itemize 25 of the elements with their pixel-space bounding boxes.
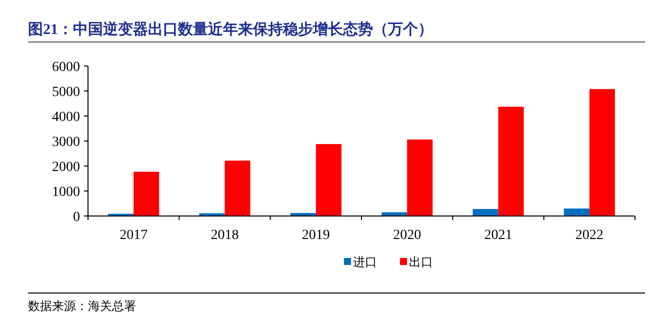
source-note: 数据来源：海关总署	[28, 299, 136, 313]
bar	[134, 172, 160, 216]
chart-title: 图21：中国逆变器出口数量近年来保持稳步增长态势（万个）	[28, 20, 433, 38]
y-tick-label: 1000	[52, 185, 80, 200]
y-tick-label: 3000	[52, 135, 80, 150]
bar	[498, 106, 524, 216]
y-tick-label: 0	[73, 210, 80, 225]
x-tick-label: 2021	[484, 228, 512, 243]
y-tick-label: 5000	[52, 85, 80, 100]
x-tick-label: 2020	[393, 228, 422, 243]
legend-label: 进口	[353, 255, 377, 269]
x-tick-label: 2018	[210, 228, 239, 243]
y-tick-label: 4000	[52, 110, 80, 125]
x-tick-label: 2017	[120, 228, 148, 243]
bar	[564, 208, 590, 216]
legend-label: 出口	[409, 255, 433, 269]
x-tick-label: 2019	[302, 228, 330, 243]
bar	[472, 209, 498, 216]
bar	[589, 89, 615, 216]
bar	[316, 144, 342, 216]
y-tick-label: 2000	[52, 160, 80, 175]
bar	[407, 140, 433, 216]
y-tick-label: 6000	[52, 60, 80, 75]
x-tick-label: 2022	[575, 228, 604, 243]
bar	[224, 160, 250, 216]
